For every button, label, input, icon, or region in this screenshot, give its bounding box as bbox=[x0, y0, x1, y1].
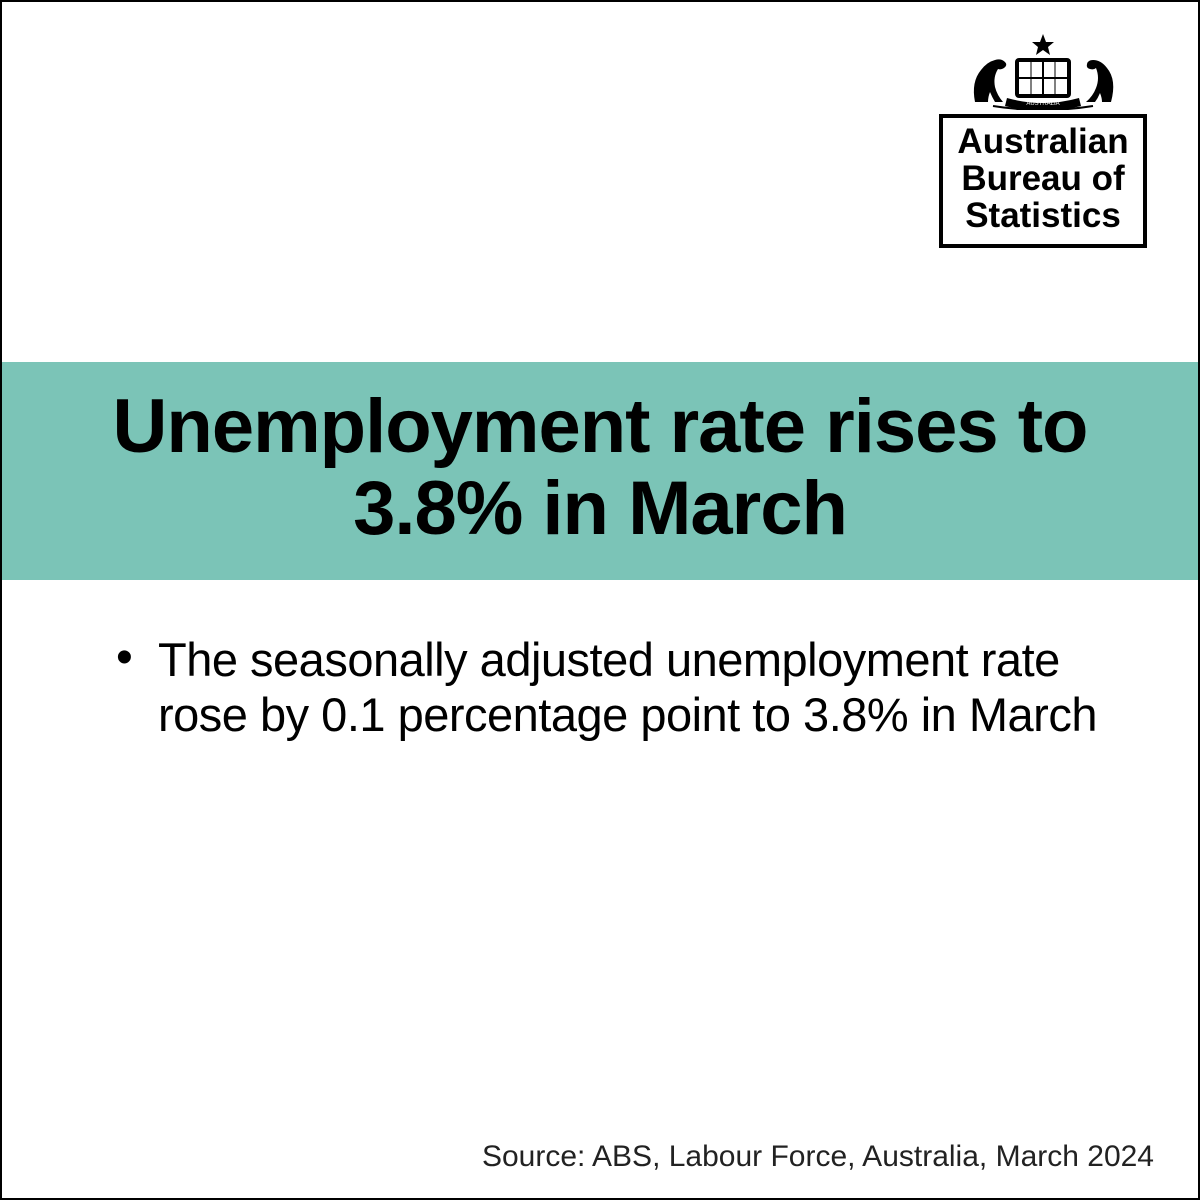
headline-text: Unemployment rate rises to 3.8% in March bbox=[62, 386, 1138, 550]
bullet-item: The seasonally adjusted unemployment rat… bbox=[112, 632, 1108, 743]
abs-logo-line2: Bureau of bbox=[957, 161, 1128, 198]
headline-band: Unemployment rate rises to 3.8% in March bbox=[2, 362, 1198, 580]
bullet-list: The seasonally adjusted unemployment rat… bbox=[112, 632, 1108, 743]
abs-logo: AUSTRALIA Australian Bureau of Statistic… bbox=[928, 32, 1158, 248]
abs-logo-line3: Statistics bbox=[957, 198, 1128, 235]
coat-of-arms-icon: AUSTRALIA bbox=[953, 32, 1133, 110]
abs-logo-line1: Australian bbox=[957, 124, 1128, 161]
abs-logo-box: Australian Bureau of Statistics bbox=[939, 114, 1146, 248]
source-citation: Source: ABS, Labour Force, Australia, Ma… bbox=[482, 1140, 1154, 1174]
coat-banner-text: AUSTRALIA bbox=[1026, 101, 1059, 107]
